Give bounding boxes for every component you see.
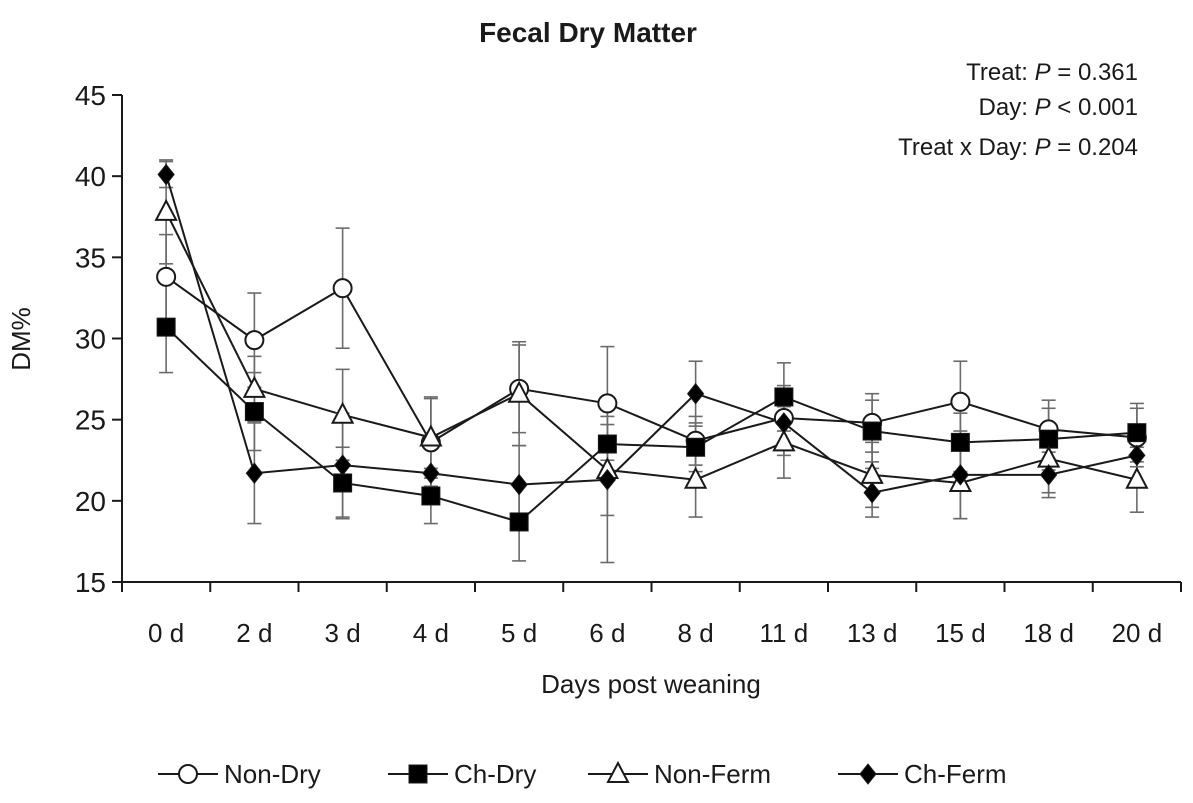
legend-marker-ch-ferm [859, 763, 877, 785]
data-point-ch-ferm [775, 412, 793, 434]
data-point-non-ferm [242, 375, 267, 398]
data-point-non-dry [950, 391, 971, 412]
stat-treat: Treat: P = 0.361 [966, 59, 1138, 86]
x-tick-label: 8 d [678, 618, 714, 648]
stat-day: Day: P < 0.001 [979, 94, 1138, 121]
stat-day-label: Day: [979, 94, 1035, 121]
x-tick-label: 13 d [847, 618, 898, 648]
data-point-non-ferm [507, 380, 531, 403]
data-point-ch-ferm [686, 382, 705, 405]
stat-treat-rel: = [1051, 59, 1078, 86]
x-tick-label: 5 d [501, 618, 537, 648]
data-point-non-dry [597, 393, 618, 414]
data-point-ch-ferm [333, 454, 352, 476]
data-point-non-dry [332, 278, 353, 299]
stat-treat-p: P [1035, 59, 1051, 86]
legend-marker-non-dry [178, 764, 198, 784]
series-line-ch-ferm [165, 174, 1138, 494]
series-line-non-ferm [165, 211, 1138, 484]
data-point-non-ferm [860, 461, 884, 484]
data-point-ch-dry [597, 434, 617, 454]
data-point-ch-ferm [422, 462, 440, 485]
x-tick-label: 18 d [1023, 618, 1074, 648]
data-point-ch-dry [509, 512, 529, 532]
y-tick-label: 45 [75, 80, 106, 111]
y-tick-label: 30 [75, 324, 106, 355]
stat-treat-x-day-label: Treat x Day: [898, 134, 1034, 161]
data-point-ch-dry [774, 387, 794, 407]
data-point-ch-dry [1127, 423, 1147, 443]
data-point-non-dry [244, 330, 265, 351]
x-tick-label: 20 d [1112, 618, 1163, 648]
legend-label-non-ferm: Non-Ferm [654, 759, 771, 789]
data-point-ch-dry [156, 317, 176, 337]
legend-label-non-dry: Non-Dry [224, 759, 321, 789]
x-tick-label: 4 d [413, 618, 449, 648]
x-tick-label: 3 d [325, 618, 361, 648]
x-tick-label: 11 d [760, 618, 809, 648]
series-non-ferm [159, 159, 1144, 520]
data-point-ch-dry [1039, 429, 1059, 449]
data-point-ch-ferm [245, 462, 264, 485]
stat-day-rel: < [1051, 94, 1078, 121]
x-tick-label: 0 d [148, 618, 184, 648]
data-point-ch-dry [950, 432, 970, 452]
data-point-ch-ferm [510, 473, 528, 496]
plot-area: 15 20 25 30 35 40 45 0 d 2 d 3 d 4 d 5 d 6 d 8 d 11 d 1… [75, 80, 1182, 648]
stat-treat-x-day-rel: = [1051, 134, 1078, 161]
data-point-non-ferm [419, 424, 443, 447]
legend-item-ch-dry: Ch-Dry [388, 759, 536, 789]
stat-day-p: P [1035, 94, 1051, 121]
legend-item-non-dry: Non-Dry [158, 759, 321, 789]
stat-treat-x-day: Treat x Day: P = 0.204 [898, 134, 1138, 161]
legend: Non-Dry Ch-Dry Non-Ferm Ch-Ferm [158, 759, 1007, 789]
stat-treat-label: Treat: [966, 59, 1034, 86]
legend-marker-non-ferm [606, 760, 630, 783]
x-tick-label: 15 d [935, 618, 986, 648]
x-tick-label: 2 d [236, 618, 272, 648]
y-tick-label: 20 [75, 486, 106, 517]
data-point-non-dry [156, 266, 177, 287]
data-point-ch-dry [244, 402, 264, 422]
stat-treat-value: 0.361 [1078, 59, 1138, 86]
y-axis-label: DM% [6, 307, 36, 371]
legend-item-ch-ferm: Ch-Ferm [838, 759, 1007, 789]
data-point-ch-ferm [157, 163, 175, 186]
series-ch-ferm [159, 160, 1144, 564]
legend-item-non-ferm: Non-Ferm [588, 759, 771, 789]
legend-label-ch-dry: Ch-Dry [454, 759, 536, 789]
y-tick-label: 25 [75, 405, 106, 436]
stat-treat-x-day-value: 0.204 [1078, 134, 1138, 161]
data-point-non-ferm [154, 198, 178, 221]
legend-label-ch-ferm: Ch-Ferm [904, 759, 1007, 789]
data-point-non-ferm [772, 429, 796, 452]
legend-marker-ch-dry [408, 764, 428, 784]
data-point-non-ferm [683, 466, 708, 489]
series-non-dry [159, 227, 1144, 488]
data-point-ch-ferm [863, 481, 881, 504]
series-line-ch-dry [165, 326, 1137, 524]
data-point-ch-ferm [1039, 464, 1058, 486]
y-tick-label: 35 [75, 242, 106, 273]
y-tick-label: 40 [75, 161, 106, 192]
data-point-ch-ferm [1128, 444, 1146, 467]
y-tick-label: 15 [75, 567, 106, 598]
data-point-ch-dry [333, 473, 353, 493]
data-point-ch-dry [421, 486, 441, 506]
stat-treat-x-day-p: P [1035, 134, 1051, 161]
data-point-ch-dry [686, 437, 706, 457]
x-axis-label: Days post weaning [541, 669, 761, 699]
data-point-non-ferm [330, 401, 355, 424]
stat-day-value: 0.001 [1078, 94, 1138, 121]
data-point-non-ferm [1125, 466, 1149, 489]
data-point-ch-ferm [598, 468, 617, 491]
data-point-ch-dry [862, 421, 882, 441]
series-line-non-dry [165, 276, 1137, 444]
data-point-ch-ferm [951, 464, 970, 486]
x-tick-label: 6 d [589, 618, 625, 648]
data-point-non-ferm [1036, 445, 1061, 468]
chart-title: Fecal Dry Matter [479, 17, 697, 48]
